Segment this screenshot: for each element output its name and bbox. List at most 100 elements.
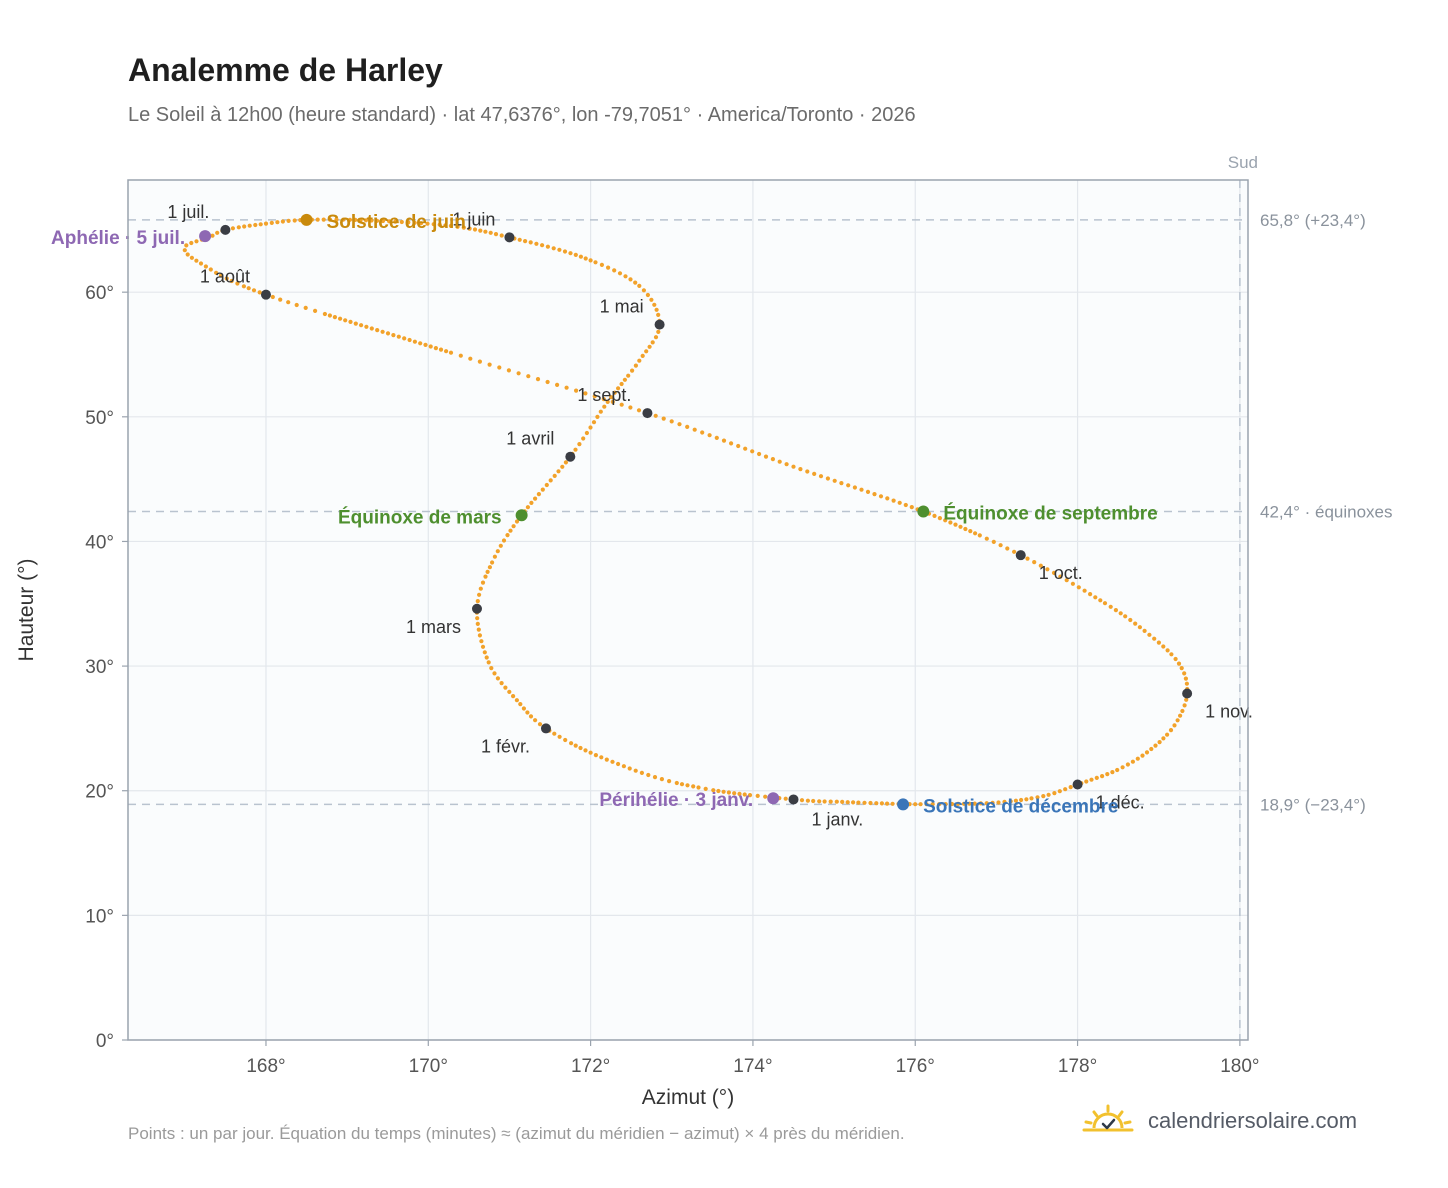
day-point — [540, 487, 545, 492]
day-point — [523, 239, 528, 244]
day-point — [1005, 546, 1010, 551]
day-point — [425, 221, 430, 226]
day-point — [1168, 728, 1174, 733]
day-point — [918, 802, 923, 807]
day-point — [286, 300, 291, 305]
day-point — [588, 750, 593, 755]
axes: 168° 170° 172° 174° 176° 178° 180° 0° 10° 20° 30° 4… — [85, 283, 1259, 1077]
day-point — [685, 783, 690, 788]
day-point — [490, 560, 495, 565]
day-point — [628, 277, 633, 282]
day-point — [1176, 661, 1182, 666]
event-marker — [199, 230, 212, 243]
day-point — [755, 793, 760, 799]
day-point — [214, 270, 219, 275]
day-point — [1041, 794, 1046, 799]
day-point — [743, 446, 748, 451]
day-point — [832, 478, 837, 483]
day-point — [817, 799, 822, 804]
day-point — [516, 371, 521, 376]
analemma-curve — [182, 217, 1190, 807]
day-point — [1152, 636, 1157, 641]
month-marker — [1182, 688, 1193, 699]
day-point — [247, 223, 252, 228]
day-point — [412, 339, 417, 344]
month-marker — [565, 451, 576, 462]
day-point — [1019, 797, 1024, 803]
day-point — [492, 671, 497, 676]
day-point — [1182, 671, 1187, 676]
day-point — [525, 505, 531, 510]
day-point — [467, 226, 472, 231]
day-point — [488, 230, 493, 235]
day-point — [612, 268, 617, 273]
day-point — [251, 288, 257, 293]
day-point — [1115, 767, 1120, 773]
day-point — [1182, 703, 1187, 708]
day-point — [604, 757, 609, 762]
day-point — [1140, 753, 1145, 758]
month-label: 1 déc. — [1096, 792, 1145, 812]
event-label: Solstice de juin — [327, 212, 466, 233]
day-point — [533, 496, 538, 501]
event-marker — [515, 509, 528, 522]
day-point — [961, 801, 967, 806]
day-point — [588, 258, 593, 263]
day-point — [380, 329, 385, 334]
day-point — [477, 359, 482, 364]
day-point — [865, 489, 871, 494]
day-point — [583, 391, 588, 396]
month-label: 1 avril — [506, 429, 554, 449]
day-point — [984, 801, 989, 806]
day-point — [791, 464, 796, 469]
day-point — [1063, 787, 1068, 792]
day-point — [1180, 708, 1185, 714]
day-point — [528, 240, 533, 245]
day-point — [480, 580, 486, 585]
month-label: 1 mars — [406, 617, 461, 637]
day-point — [602, 404, 607, 409]
day-point — [573, 447, 578, 452]
day-point — [1156, 640, 1161, 645]
day-point — [1120, 765, 1125, 770]
day-point — [605, 399, 610, 404]
day-point — [953, 522, 958, 527]
day-point — [353, 217, 358, 222]
day-point — [1183, 676, 1188, 681]
day-point — [1133, 621, 1138, 626]
day-point — [623, 274, 628, 279]
day-point — [967, 801, 972, 806]
day-point — [495, 676, 500, 681]
day-point — [353, 321, 358, 326]
day-point — [475, 621, 480, 627]
day-point — [1025, 556, 1030, 561]
day-point — [652, 302, 657, 307]
day-point — [998, 543, 1003, 548]
day-point — [1128, 617, 1133, 623]
footer-note: Points : un par jour. Équation du temps … — [128, 1124, 905, 1143]
day-point — [194, 258, 199, 263]
day-point — [552, 473, 557, 478]
day-point — [1123, 614, 1128, 619]
event-label: Périhélie · 3 janv. — [599, 790, 753, 811]
day-point — [659, 777, 665, 782]
day-point — [270, 294, 275, 300]
day-point — [1038, 563, 1043, 568]
day-point — [448, 223, 453, 228]
day-point — [968, 529, 973, 534]
day-point — [241, 284, 246, 289]
month-label: 1 janv. — [812, 809, 864, 829]
day-point — [818, 474, 824, 479]
day-point — [619, 402, 624, 407]
day-point — [489, 666, 494, 671]
brand[interactable]: calendriersolaire.com — [1082, 1104, 1357, 1138]
day-point — [545, 244, 551, 249]
month-label: 1 juin — [452, 209, 495, 229]
day-point — [956, 801, 961, 807]
day-point — [656, 329, 661, 334]
day-point — [443, 223, 448, 228]
day-point — [184, 243, 189, 248]
day-point — [1184, 681, 1189, 686]
day-point — [348, 319, 353, 324]
day-point — [583, 256, 588, 261]
